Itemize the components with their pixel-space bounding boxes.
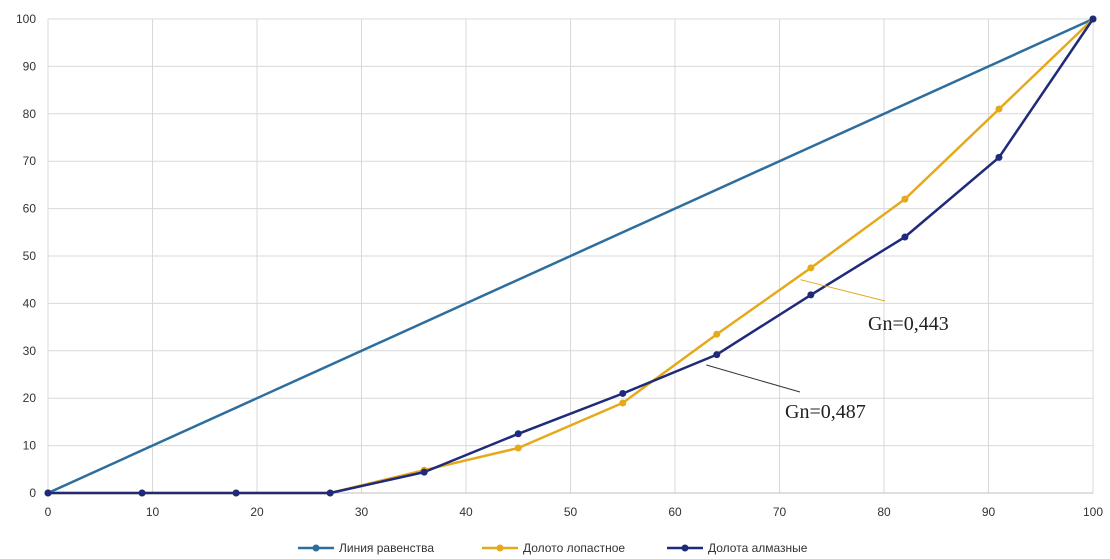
y-tick-label: 70 — [23, 154, 37, 168]
annotation-gn-0487: Gn=0,487 — [785, 401, 866, 423]
data-point — [44, 489, 52, 497]
annotation-gn-0443: Gn=0,443 — [868, 313, 949, 335]
y-tick-label: 50 — [23, 249, 37, 263]
data-point — [514, 430, 522, 438]
data-point — [995, 105, 1003, 113]
legend-marker — [681, 544, 689, 552]
y-tick-label: 40 — [23, 296, 37, 310]
series-line — [47, 17, 1094, 495]
legend-label: Долото лопастное — [523, 541, 625, 555]
data-point — [619, 389, 627, 397]
x-tick-label: 0 — [45, 505, 52, 519]
y-tick-label: 30 — [23, 344, 37, 358]
tick-labels: 0 10 20 30 40 50 60 70 80 90 100 0 10 20 30 40 50 60 70 80 9… — [16, 12, 1103, 519]
series-line — [48, 18, 1095, 495]
annotation-leader-gn-0443 — [800, 279, 886, 302]
data-point — [1089, 15, 1097, 23]
y-tick-label: 80 — [23, 107, 37, 121]
x-tick-label: 20 — [250, 505, 264, 519]
x-tick-label: 30 — [355, 505, 369, 519]
data-point — [713, 330, 721, 338]
x-tick-label: 100 — [1083, 505, 1103, 519]
data-point — [807, 291, 815, 299]
data-point — [326, 489, 334, 497]
legend-label: Линия равенства — [339, 541, 434, 555]
x-tick-label: 80 — [877, 505, 891, 519]
data-point — [514, 444, 522, 452]
y-tick-label: 90 — [23, 59, 37, 73]
y-tick-label: 0 — [29, 486, 36, 500]
series-layer — [44, 15, 1097, 497]
y-tick-label: 60 — [23, 202, 37, 216]
x-tick-label: 40 — [459, 505, 473, 519]
data-point — [232, 489, 240, 497]
y-tick-label: 100 — [16, 12, 36, 26]
x-tick-label: 60 — [668, 505, 682, 519]
legend: Линия равенства Долото лопастное Долота ал… — [298, 541, 808, 555]
data-point — [420, 468, 428, 476]
series-2 — [44, 15, 1097, 497]
data-point — [807, 264, 815, 272]
data-point — [713, 351, 721, 359]
data-point — [619, 399, 627, 407]
legend-label: Долота алмазные — [708, 541, 808, 555]
y-tick-label: 10 — [23, 439, 37, 453]
legend-marker — [496, 544, 504, 552]
x-tick-label: 70 — [773, 505, 787, 519]
x-tick-label: 50 — [564, 505, 578, 519]
y-tick-label: 20 — [23, 391, 37, 405]
annotation-leader-gn-0487 — [706, 364, 801, 393]
x-tick-label: 90 — [982, 505, 996, 519]
data-point — [901, 195, 909, 203]
data-point — [138, 489, 146, 497]
data-point — [901, 233, 909, 241]
legend-marker — [312, 544, 320, 552]
data-point — [995, 153, 1003, 161]
annotations: Gn=0,443 Gn=0,487 — [706, 279, 949, 423]
x-tick-label: 10 — [146, 505, 160, 519]
